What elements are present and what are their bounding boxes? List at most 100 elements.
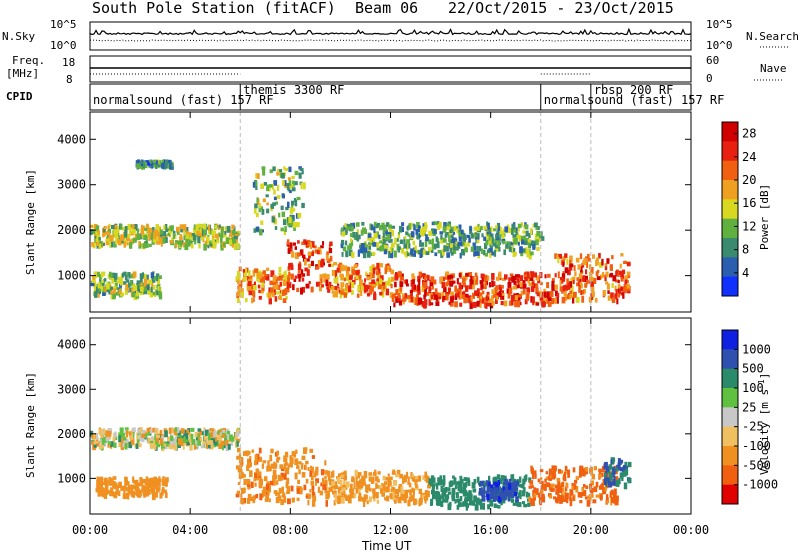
heatmap-cell <box>341 239 344 245</box>
heatmap-cell <box>445 245 449 252</box>
heatmap-cell <box>194 440 198 446</box>
heatmap-cell <box>290 264 294 270</box>
heatmap-cell <box>471 284 475 290</box>
heatmap-cell <box>179 438 184 446</box>
heatmap-cell <box>472 301 477 308</box>
heatmap-cell <box>310 475 314 481</box>
heatmap-cell <box>406 471 409 479</box>
heatmap-cell <box>194 432 198 438</box>
heatmap-cell <box>530 286 535 292</box>
heatmap-cell <box>417 284 420 291</box>
heatmap-cell <box>158 441 161 447</box>
heatmap-cell <box>515 232 519 239</box>
heatmap-cell <box>223 430 228 437</box>
heatmap-cell <box>167 230 172 235</box>
heatmap-cell <box>140 286 144 292</box>
heatmap-cell <box>139 281 143 287</box>
heatmap-cell <box>106 490 110 494</box>
heatmap-cell <box>246 498 251 504</box>
heatmap-cell <box>277 474 282 482</box>
heatmap-cell <box>415 479 419 483</box>
heatmap-cell <box>354 469 358 477</box>
heatmap-cell <box>288 282 292 288</box>
heatmap-cell <box>276 456 281 461</box>
heatmap-cell <box>376 223 379 229</box>
heatmap-cell <box>412 279 415 285</box>
heatmap-cell <box>144 242 149 248</box>
heatmap-cell <box>324 460 327 466</box>
heatmap-cell <box>165 228 169 232</box>
heatmap-cell <box>591 473 595 480</box>
heatmap-cell <box>100 271 104 278</box>
heatmap-cell <box>573 291 577 298</box>
heatmap-cell <box>203 435 207 440</box>
heatmap-cell <box>497 226 501 233</box>
heatmap-cell <box>192 234 197 241</box>
heatmap-cell <box>298 172 302 179</box>
heatmap-cell <box>114 272 118 280</box>
heatmap-cell <box>344 240 348 246</box>
heatmap-cell <box>218 224 221 229</box>
heatmap-cell <box>151 436 155 441</box>
heatmap-cell <box>373 471 377 476</box>
heatmap-cell <box>124 443 128 450</box>
heatmap-cell <box>442 475 446 482</box>
heatmap-cell <box>231 236 236 242</box>
heatmap-cell <box>260 478 264 486</box>
heatmap-cell <box>103 430 106 435</box>
heatmap-cell <box>355 476 358 483</box>
heatmap-cell <box>282 180 285 186</box>
heatmap-cell <box>125 493 129 499</box>
heatmap-cell <box>468 285 473 290</box>
heatmap-cell <box>119 278 123 284</box>
heatmap-cell <box>433 491 437 495</box>
heatmap-cell <box>618 270 622 275</box>
heatmap-cell <box>488 237 493 244</box>
heatmap-cell <box>513 240 516 244</box>
heatmap-cell <box>148 279 152 285</box>
heatmap-cell <box>481 233 484 238</box>
heatmap-cell <box>428 478 432 485</box>
heatmap-cell <box>275 492 278 496</box>
heatmap-cell <box>507 291 510 299</box>
heatmap-cell <box>442 226 447 233</box>
heatmap-cell <box>266 202 269 206</box>
heatmap-cell <box>286 477 290 485</box>
heatmap-cell <box>410 292 413 297</box>
heatmap-cell <box>109 240 112 248</box>
heatmap-cell <box>451 237 456 244</box>
heatmap-cell <box>369 223 372 230</box>
heatmap-cell <box>372 476 375 484</box>
heatmap-cell <box>384 268 387 275</box>
heatmap-cell <box>207 432 211 438</box>
heatmap-cell <box>270 270 275 277</box>
heatmap-cell <box>521 483 524 489</box>
heatmap-cell <box>540 281 543 286</box>
heatmap-cell <box>122 440 125 448</box>
heatmap-cell <box>446 494 450 500</box>
heatmap-cell <box>273 180 278 186</box>
heatmap-cell <box>626 283 630 289</box>
nsky-bottom-tick: 10^0 <box>50 39 77 52</box>
heatmap-cell <box>173 444 177 451</box>
heatmap-cell <box>114 282 118 286</box>
heatmap-cell <box>169 162 172 170</box>
heatmap-cell <box>304 464 307 471</box>
heatmap-cell <box>208 243 213 247</box>
heatmap-cell <box>185 231 189 236</box>
heatmap-cell <box>447 491 451 495</box>
heatmap-cell <box>292 222 297 228</box>
heatmap-cell <box>565 295 568 301</box>
heatmap-cell <box>532 243 536 250</box>
heatmap-cell <box>340 264 344 272</box>
heatmap-cell <box>212 230 217 235</box>
heatmap-cell <box>588 296 593 303</box>
heatmap-cell <box>422 249 427 255</box>
heatmap-cell <box>169 439 174 445</box>
heatmap-cell <box>207 242 210 249</box>
heatmap-cell <box>448 224 452 229</box>
heatmap-cell <box>337 497 341 505</box>
heatmap-cell <box>355 488 358 494</box>
heatmap-cell <box>402 293 405 298</box>
heatmap-cell <box>482 290 485 295</box>
